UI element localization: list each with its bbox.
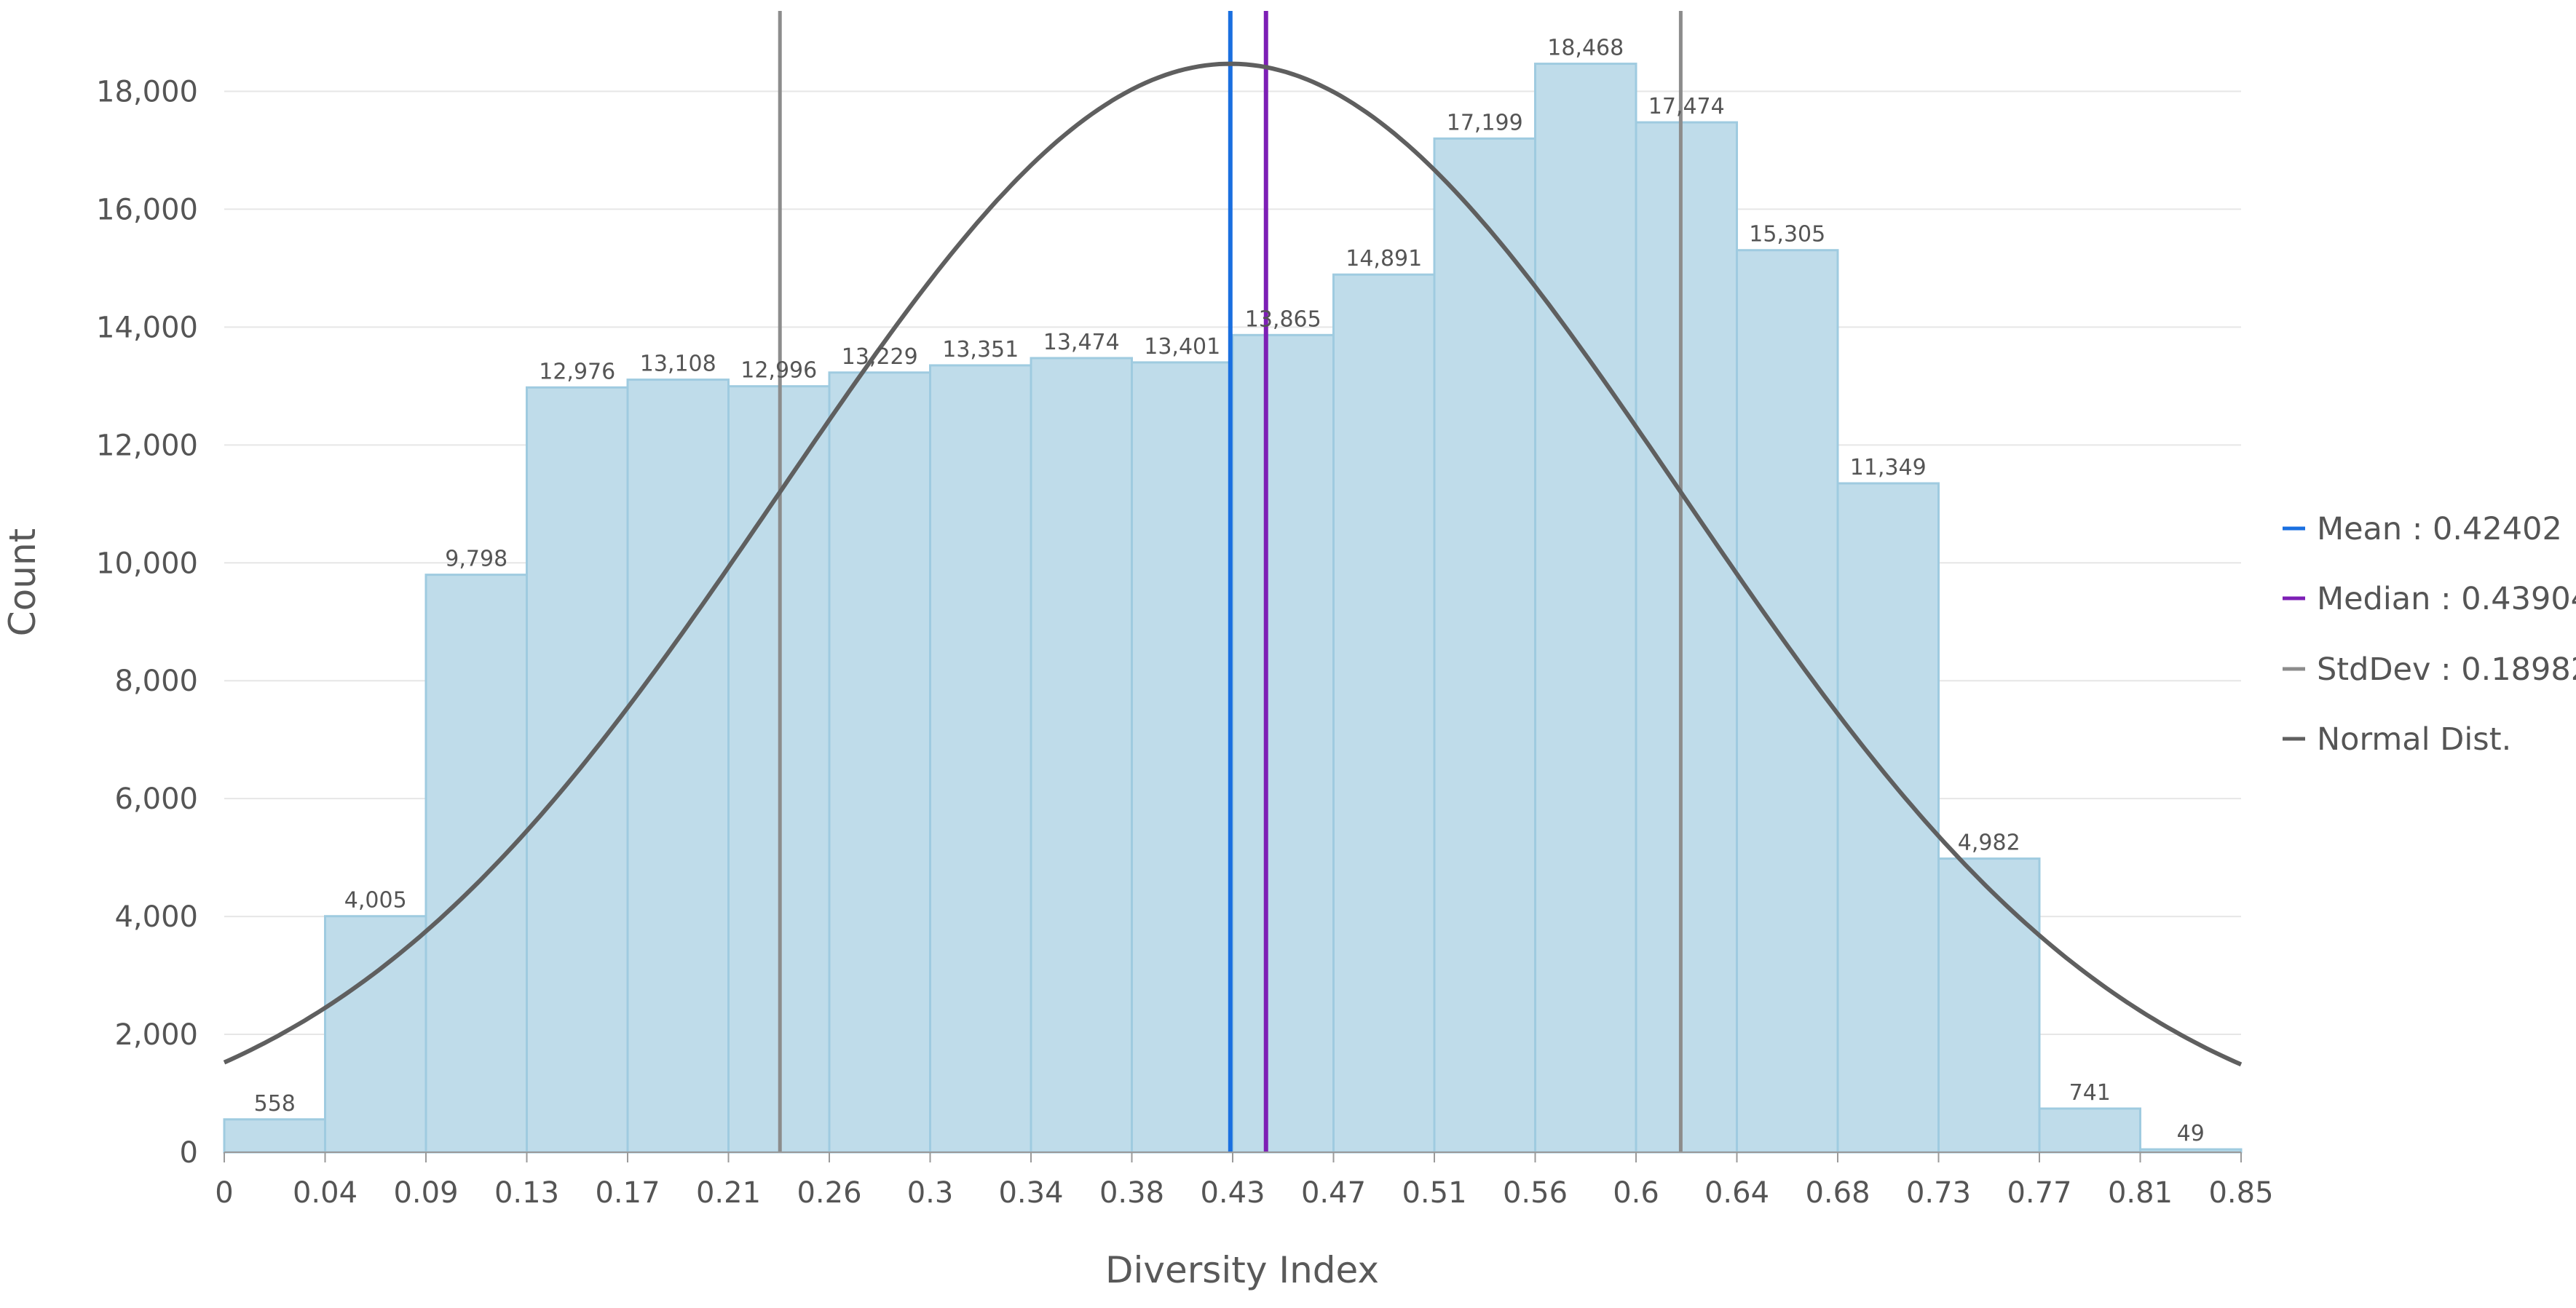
histogram-bar	[828, 371, 931, 1154]
histogram-bar	[324, 915, 427, 1154]
x-tick-label: 0.64	[1704, 1176, 1769, 1210]
histogram-bar	[2038, 1107, 2141, 1154]
bar-value-label: 13,108	[640, 352, 716, 377]
x-tick-label: 0.43	[1200, 1176, 1265, 1210]
histogram-bar	[626, 378, 730, 1154]
bar-value-label: 15,305	[1749, 222, 1825, 247]
x-tick-label: 0.09	[393, 1176, 458, 1210]
x-tick-label: 0.04	[293, 1176, 357, 1210]
bar-value-label: 17,199	[1447, 110, 1523, 135]
histogram-bar	[1030, 357, 1133, 1154]
statistic-lines	[778, 11, 1683, 1152]
axes: 0 2,000 4,000 6,000 8,000 10,000 12,000 14,000 1…	[96, 75, 2274, 1210]
bar-value-labels: 558 4,005 9,798 12,976 13,108 12,996 13,229 13,…	[254, 36, 2205, 1146]
y-tick-label: 6,000	[114, 782, 198, 816]
legend-label: Median : 0.43904	[2317, 581, 2576, 617]
y-tick-label: 4,000	[114, 900, 198, 934]
legend-label: Normal Dist.	[2317, 721, 2511, 758]
histogram-bar	[1231, 333, 1335, 1154]
bars	[223, 63, 2243, 1154]
x-tick-label: 0.51	[1402, 1176, 1466, 1210]
bar-value-label: 13,865	[1245, 306, 1321, 332]
bar-value-label: 12,976	[539, 359, 615, 384]
x-tick-label: 0.47	[1301, 1176, 1366, 1210]
normal-curve	[223, 61, 2243, 1067]
y-tick-label: 0	[180, 1136, 198, 1170]
y-axis-title: Count	[1, 528, 44, 637]
bar-value-label: 13,229	[842, 344, 918, 370]
bar-value-label: 4,982	[1958, 831, 2020, 856]
legend: Mean : 0.42402 Median : 0.43904 StdDev : 0…	[2283, 511, 2576, 758]
bar-value-label: 11,349	[1850, 455, 1927, 480]
histogram-bar	[1131, 361, 1234, 1154]
bar-value-label: 12,996	[740, 358, 817, 384]
histogram-bar	[1433, 137, 1536, 1154]
y-tick-label: 8,000	[114, 665, 198, 698]
x-tick-label: 0	[215, 1176, 233, 1210]
histogram-bar	[1534, 63, 1637, 1154]
y-tick-label: 10,000	[96, 547, 198, 580]
normal-distribution	[223, 61, 2243, 1067]
bar-value-label: 4,005	[344, 888, 407, 913]
x-tick-label: 0.38	[1099, 1176, 1164, 1210]
x-tick-label: 0.56	[1503, 1176, 1568, 1210]
x-tick-label: 0.85	[2208, 1176, 2273, 1210]
bar-value-label: 18,468	[1547, 36, 1624, 61]
x-tick-label: 0.17	[595, 1176, 660, 1210]
y-tick-label: 12,000	[96, 429, 198, 462]
bar-value-label: 741	[2069, 1080, 2111, 1106]
histogram-bar	[223, 1118, 326, 1154]
x-tick-label: 0.68	[1805, 1176, 1870, 1210]
legend-label: Mean : 0.42402	[2317, 511, 2562, 547]
histogram-bar	[424, 574, 528, 1154]
histogram-bar	[1937, 857, 2041, 1154]
y-tick-label: 14,000	[96, 311, 198, 344]
x-axis-title: Diversity Index	[1105, 1249, 1379, 1291]
x-tick-label: 0.81	[2108, 1176, 2173, 1210]
x-tick-label: 0.6	[1613, 1176, 1659, 1210]
y-tick-label: 16,000	[96, 193, 198, 226]
x-tick-label: 0.13	[494, 1176, 559, 1210]
histogram-bar	[1332, 273, 1436, 1154]
histogram-bar	[929, 364, 1032, 1154]
x-tick-label: 0.3	[907, 1176, 954, 1210]
x-tick-label: 0.34	[998, 1176, 1063, 1210]
bar-value-label: 13,401	[1144, 334, 1220, 360]
histogram-bar	[1736, 249, 1839, 1154]
bar-value-label: 49	[2177, 1121, 2205, 1146]
bar-value-label: 17,474	[1648, 94, 1725, 119]
histogram-bar	[1635, 121, 1738, 1154]
bar-value-label: 558	[254, 1091, 296, 1117]
legend-label: StdDev : 0.18982	[2317, 651, 2576, 688]
x-tick-label: 0.26	[797, 1176, 861, 1210]
bar-value-label: 13,351	[942, 337, 1019, 362]
x-tick-label: 0.21	[696, 1176, 761, 1210]
bar-value-label: 14,891	[1346, 246, 1422, 271]
bar-value-label: 13,474	[1043, 330, 1120, 355]
y-tick-label: 2,000	[114, 1018, 198, 1052]
bar-value-label: 9,798	[445, 547, 507, 572]
y-tick-label: 18,000	[96, 75, 198, 108]
x-tick-label: 0.77	[2007, 1176, 2071, 1210]
x-tick-label: 0.73	[1906, 1176, 1971, 1210]
